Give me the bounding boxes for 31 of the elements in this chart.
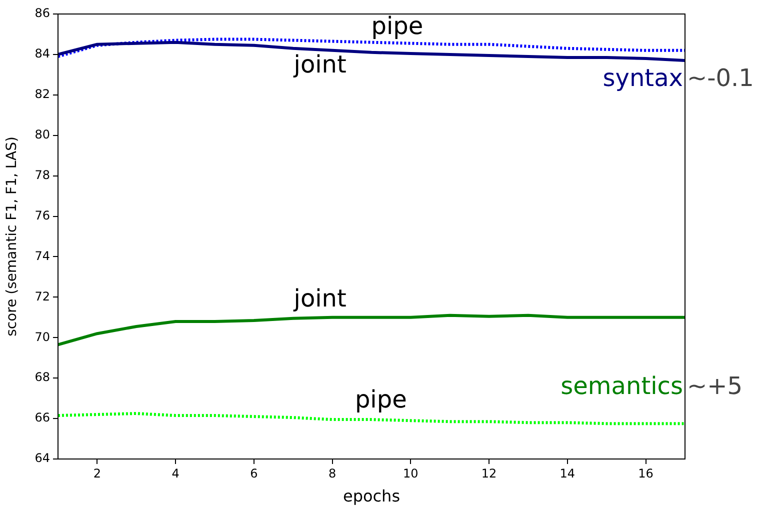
y-tick-label: 82 xyxy=(34,87,50,102)
annotation: pipe xyxy=(371,12,424,40)
y-tick-label: 74 xyxy=(34,248,50,263)
y-tick-label: 86 xyxy=(34,6,50,20)
y-tick-label: 84 xyxy=(34,46,50,61)
annotation: joint xyxy=(292,50,346,78)
line-series xyxy=(58,412,685,426)
y-tick-label: 64 xyxy=(34,451,50,466)
annotation: pipe xyxy=(354,385,407,414)
series-label: syntax xyxy=(602,64,683,92)
x-axis-title: epochs xyxy=(342,486,400,506)
text: ~-0.1 xyxy=(687,64,754,92)
y-tick-label: 80 xyxy=(34,127,50,142)
y-axis-title: score (semantic F1, F1, LAS) xyxy=(4,136,20,336)
x-tick-label: 16 xyxy=(638,466,654,480)
y-tick-label: 72 xyxy=(34,289,50,304)
x-tick-label: 6 xyxy=(250,466,258,480)
y-tick-label: 76 xyxy=(34,208,50,222)
x-tick-label: 14 xyxy=(560,466,576,480)
y-tick-label: 70 xyxy=(34,330,50,344)
x-tick-label: 4 xyxy=(172,466,180,480)
annotation: joint xyxy=(292,284,346,312)
y-tick-label: 78 xyxy=(34,168,50,182)
text: ~+5 xyxy=(687,372,742,400)
text: semantics xyxy=(560,372,683,400)
x-tick-label: 10 xyxy=(403,466,418,480)
x-tick-label: 2 xyxy=(93,466,102,480)
y-tick-label: 66 xyxy=(34,410,50,425)
x-tick-label: 12 xyxy=(481,466,497,480)
y-tick-label: 68 xyxy=(34,370,50,384)
x-tick-label: 8 xyxy=(328,466,336,480)
